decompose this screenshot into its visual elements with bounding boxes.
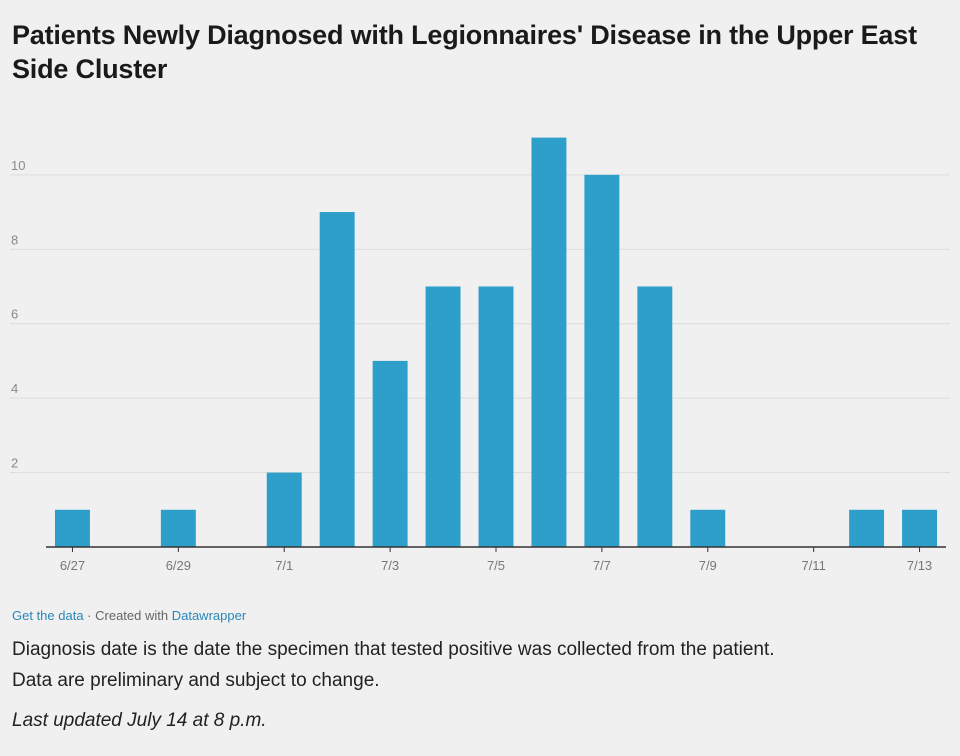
- chart-notes: Diagnosis date is the date the specimen …: [12, 634, 952, 696]
- chart-title: Patients Newly Diagnosed with Legionnair…: [12, 20, 917, 84]
- y-tick-label: 8: [11, 232, 18, 247]
- bar-7-6: [531, 137, 567, 547]
- note-line-2: Data are preliminary and subject to chan…: [12, 670, 380, 691]
- bar-7-7: [584, 174, 620, 547]
- chart-area: 2 4 6 8 10 6/27 6/29 7/1 7/3 7/5 7/7 7/9 7/11 7/13: [0, 110, 960, 590]
- note-line-1: Diagnosis date is the date the specimen …: [12, 639, 775, 660]
- datawrapper-link[interactable]: Datawrapper: [171, 608, 247, 623]
- y-tick-label: 4: [11, 381, 18, 396]
- bars: [55, 137, 937, 547]
- x-axis-ticks: 6/27 6/29 7/1 7/3 7/5 7/7 7/9 7/11 7/13: [60, 547, 932, 573]
- x-tick-label: 6/29: [166, 558, 191, 573]
- chart-footer: Get the data · Created with Datawrapper: [12, 608, 246, 623]
- last-updated: Last updated July 14 at 8 p.m.: [12, 710, 267, 731]
- x-tick-label: 7/1: [275, 558, 293, 573]
- x-tick-label: 7/5: [487, 558, 505, 573]
- bar-6-27: [55, 509, 90, 547]
- bar-7-13: [902, 509, 937, 547]
- y-axis-ticks: 2 4 6 8 10: [11, 158, 25, 471]
- x-tick-label: 7/11: [801, 558, 825, 573]
- bar-7-2: [319, 212, 355, 547]
- y-tick-label: 2: [11, 456, 18, 471]
- bar-6-29: [160, 509, 196, 547]
- bar-7-1: [266, 472, 302, 547]
- get-the-data-link[interactable]: Get the data: [12, 608, 84, 623]
- bar-7-5: [478, 286, 514, 547]
- bar-chart: 2 4 6 8 10 6/27 6/29 7/1 7/3 7/5 7/7 7/9 7/11 7/13: [10, 137, 950, 573]
- bar-7-4: [425, 286, 461, 547]
- x-tick-label: 6/27: [60, 558, 85, 573]
- y-tick-label: 6: [11, 307, 18, 322]
- x-tick-label: 7/3: [381, 558, 399, 573]
- x-tick-label: 7/9: [699, 558, 717, 573]
- bar-7-8: [637, 286, 673, 547]
- footer-separator: · Created with: [83, 608, 172, 623]
- x-tick-label: 7/13: [907, 558, 932, 573]
- bar-7-3: [372, 360, 408, 547]
- y-tick-label: 10: [11, 158, 25, 173]
- bar-7-9: [690, 509, 726, 547]
- x-tick-label: 7/7: [593, 558, 611, 573]
- bar-7-12: [849, 509, 885, 547]
